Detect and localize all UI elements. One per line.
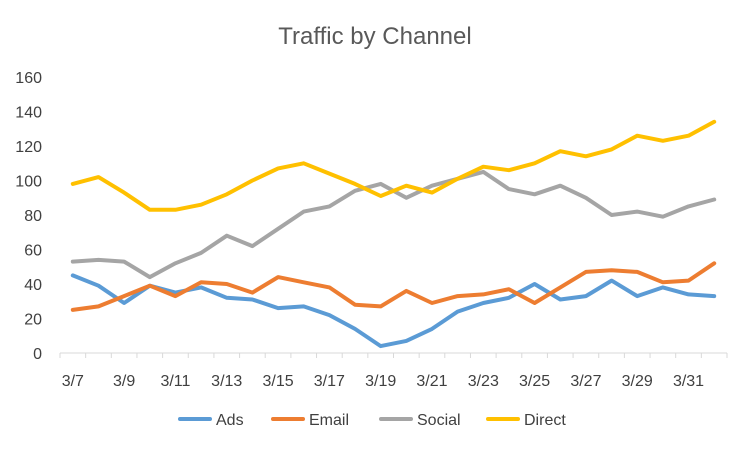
series-line-email bbox=[70, 261, 717, 312]
x-tick-label: 3/9 bbox=[113, 373, 135, 390]
x-tick-label: 3/17 bbox=[314, 373, 345, 390]
legend: Ads Email Social Direct bbox=[178, 412, 566, 429]
series-lines bbox=[70, 119, 717, 349]
x-tick-label: 3/25 bbox=[519, 373, 550, 390]
legend-label-ads: Ads bbox=[216, 412, 244, 429]
x-tick-label: 3/23 bbox=[468, 373, 499, 390]
y-tick-label: 0 bbox=[33, 346, 42, 363]
series-line-social bbox=[70, 169, 717, 280]
y-tick-label: 160 bbox=[15, 70, 42, 87]
y-tick-label: 120 bbox=[15, 139, 42, 156]
axes: 0 20 40 60 80 100 120 140 160 3/7 3/9 3/11 3/13 3/15 3… bbox=[15, 70, 728, 390]
x-tick-label: 3/19 bbox=[365, 373, 396, 390]
x-tick-label: 3/27 bbox=[570, 373, 601, 390]
y-tick-label: 100 bbox=[15, 174, 42, 191]
x-tick-label: 3/31 bbox=[673, 373, 704, 390]
y-tick-label: 140 bbox=[15, 105, 42, 122]
x-tick-label: 3/7 bbox=[62, 373, 84, 390]
series-line-ads bbox=[70, 273, 717, 349]
chart-title: Traffic by Channel bbox=[278, 23, 471, 50]
legend-label-direct: Direct bbox=[524, 412, 566, 429]
x-tick-label: 3/21 bbox=[416, 373, 447, 390]
y-tick-label: 60 bbox=[24, 243, 42, 260]
y-tick-label: 40 bbox=[24, 277, 42, 294]
legend-label-social: Social bbox=[417, 412, 461, 429]
series-line-direct bbox=[70, 119, 717, 212]
x-tick-label: 3/11 bbox=[160, 373, 190, 390]
y-tick-label: 80 bbox=[24, 208, 42, 225]
x-tick-label: 3/15 bbox=[262, 373, 293, 390]
x-tick-label: 3/29 bbox=[622, 373, 653, 390]
y-tick-label: 20 bbox=[24, 312, 42, 329]
x-tick-label: 3/13 bbox=[211, 373, 242, 390]
legend-label-email: Email bbox=[309, 412, 349, 429]
